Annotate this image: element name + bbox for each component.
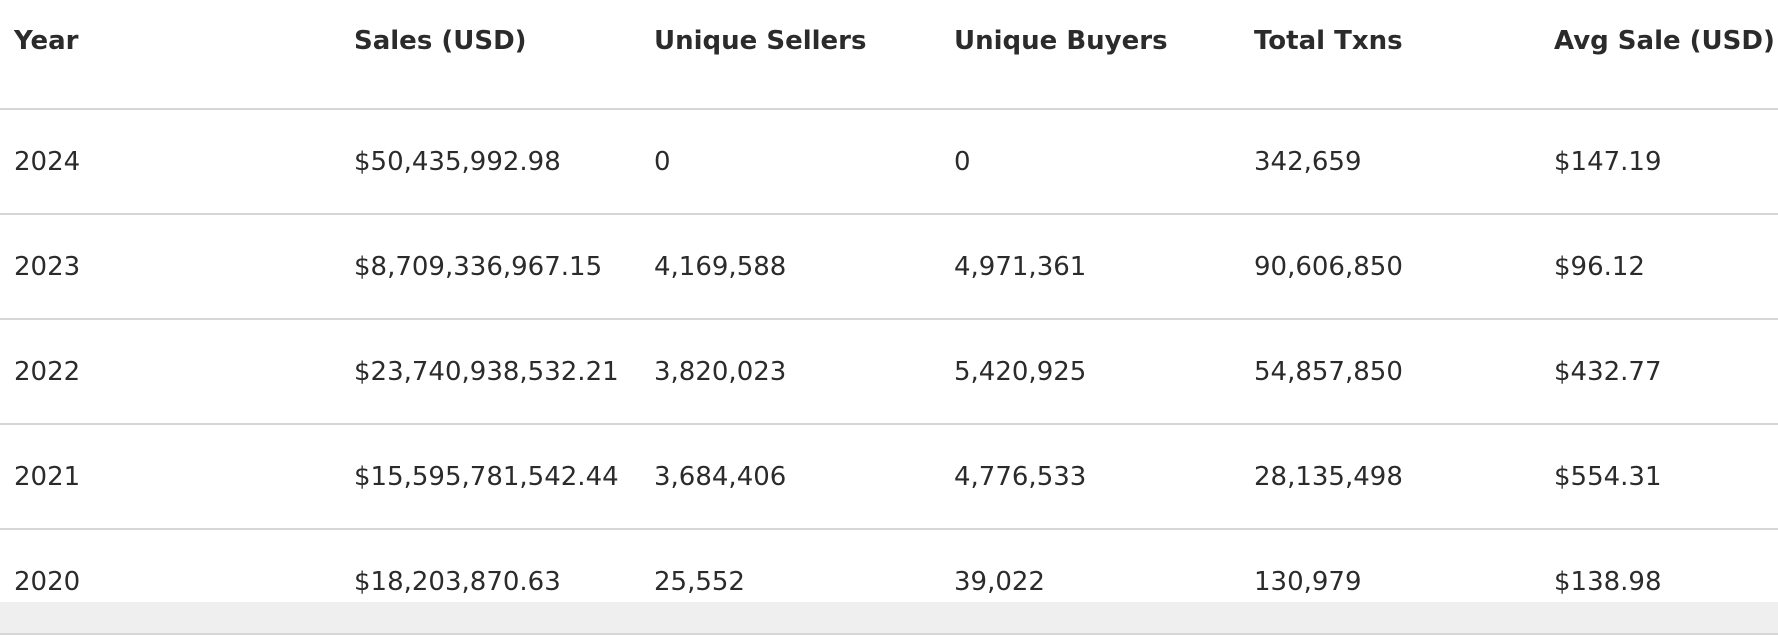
header-row: Year Sales (USD) Unique Sellers Unique B… bbox=[0, 0, 1778, 110]
cell-year: 2024 bbox=[0, 109, 340, 215]
cell-year: 2022 bbox=[0, 319, 340, 425]
cell-unique-buyers: 39,022 bbox=[940, 529, 1240, 635]
cell-unique-sellers: 3,684,406 bbox=[640, 424, 940, 530]
cell-unique-buyers: 4,971,361 bbox=[940, 214, 1240, 320]
table-row: 2023 $8,709,336,967.15 4,169,588 4,971,3… bbox=[0, 214, 1778, 320]
cell-avg-sale: $147.19 bbox=[1540, 109, 1778, 215]
table-body: 2024 $50,435,992.98 0 0 342,659 $147.19 … bbox=[0, 109, 1778, 635]
cell-unique-sellers: 4,169,588 bbox=[640, 214, 940, 320]
cell-total-txns: 90,606,850 bbox=[1240, 214, 1540, 320]
cell-sales: $50,435,992.98 bbox=[340, 109, 640, 215]
column-header-avg-sale: Avg Sale (USD) bbox=[1540, 0, 1778, 110]
cell-total-txns: 28,135,498 bbox=[1240, 424, 1540, 530]
cell-year: 2023 bbox=[0, 214, 340, 320]
cell-unique-sellers: 0 bbox=[640, 109, 940, 215]
column-header-unique-sellers: Unique Sellers bbox=[640, 0, 940, 110]
cell-unique-buyers: 4,776,533 bbox=[940, 424, 1240, 530]
table-row: 2021 $15,595,781,542.44 3,684,406 4,776,… bbox=[0, 424, 1778, 530]
cell-unique-sellers: 25,552 bbox=[640, 529, 940, 635]
table-row: 2024 $50,435,992.98 0 0 342,659 $147.19 bbox=[0, 109, 1778, 215]
cell-avg-sale: $432.77 bbox=[1540, 319, 1778, 425]
cell-sales: $18,203,870.63 bbox=[340, 529, 640, 635]
cell-avg-sale: $554.31 bbox=[1540, 424, 1778, 530]
table-row: 2022 $23,740,938,532.21 3,820,023 5,420,… bbox=[0, 319, 1778, 425]
cell-total-txns: 130,979 bbox=[1240, 529, 1540, 635]
cell-year: 2020 bbox=[0, 529, 340, 635]
column-header-total-txns: Total Txns bbox=[1240, 0, 1540, 110]
cell-total-txns: 342,659 bbox=[1240, 109, 1540, 215]
cell-sales: $8,709,336,967.15 bbox=[340, 214, 640, 320]
cell-unique-buyers: 0 bbox=[940, 109, 1240, 215]
table-row: 2020 $18,203,870.63 25,552 39,022 130,97… bbox=[0, 529, 1778, 635]
cell-year: 2021 bbox=[0, 424, 340, 530]
cell-sales: $23,740,938,532.21 bbox=[340, 319, 640, 425]
cell-total-txns: 54,857,850 bbox=[1240, 319, 1540, 425]
cell-avg-sale: $138.98 bbox=[1540, 529, 1778, 635]
cell-avg-sale: $96.12 bbox=[1540, 214, 1778, 320]
table-header: Year Sales (USD) Unique Sellers Unique B… bbox=[0, 0, 1778, 110]
column-header-unique-buyers: Unique Buyers bbox=[940, 0, 1240, 110]
column-header-sales: Sales (USD) bbox=[340, 0, 640, 110]
column-header-year: Year bbox=[0, 0, 340, 110]
cell-unique-sellers: 3,820,023 bbox=[640, 319, 940, 425]
cell-sales: $15,595,781,542.44 bbox=[340, 424, 640, 530]
cell-unique-buyers: 5,420,925 bbox=[940, 319, 1240, 425]
